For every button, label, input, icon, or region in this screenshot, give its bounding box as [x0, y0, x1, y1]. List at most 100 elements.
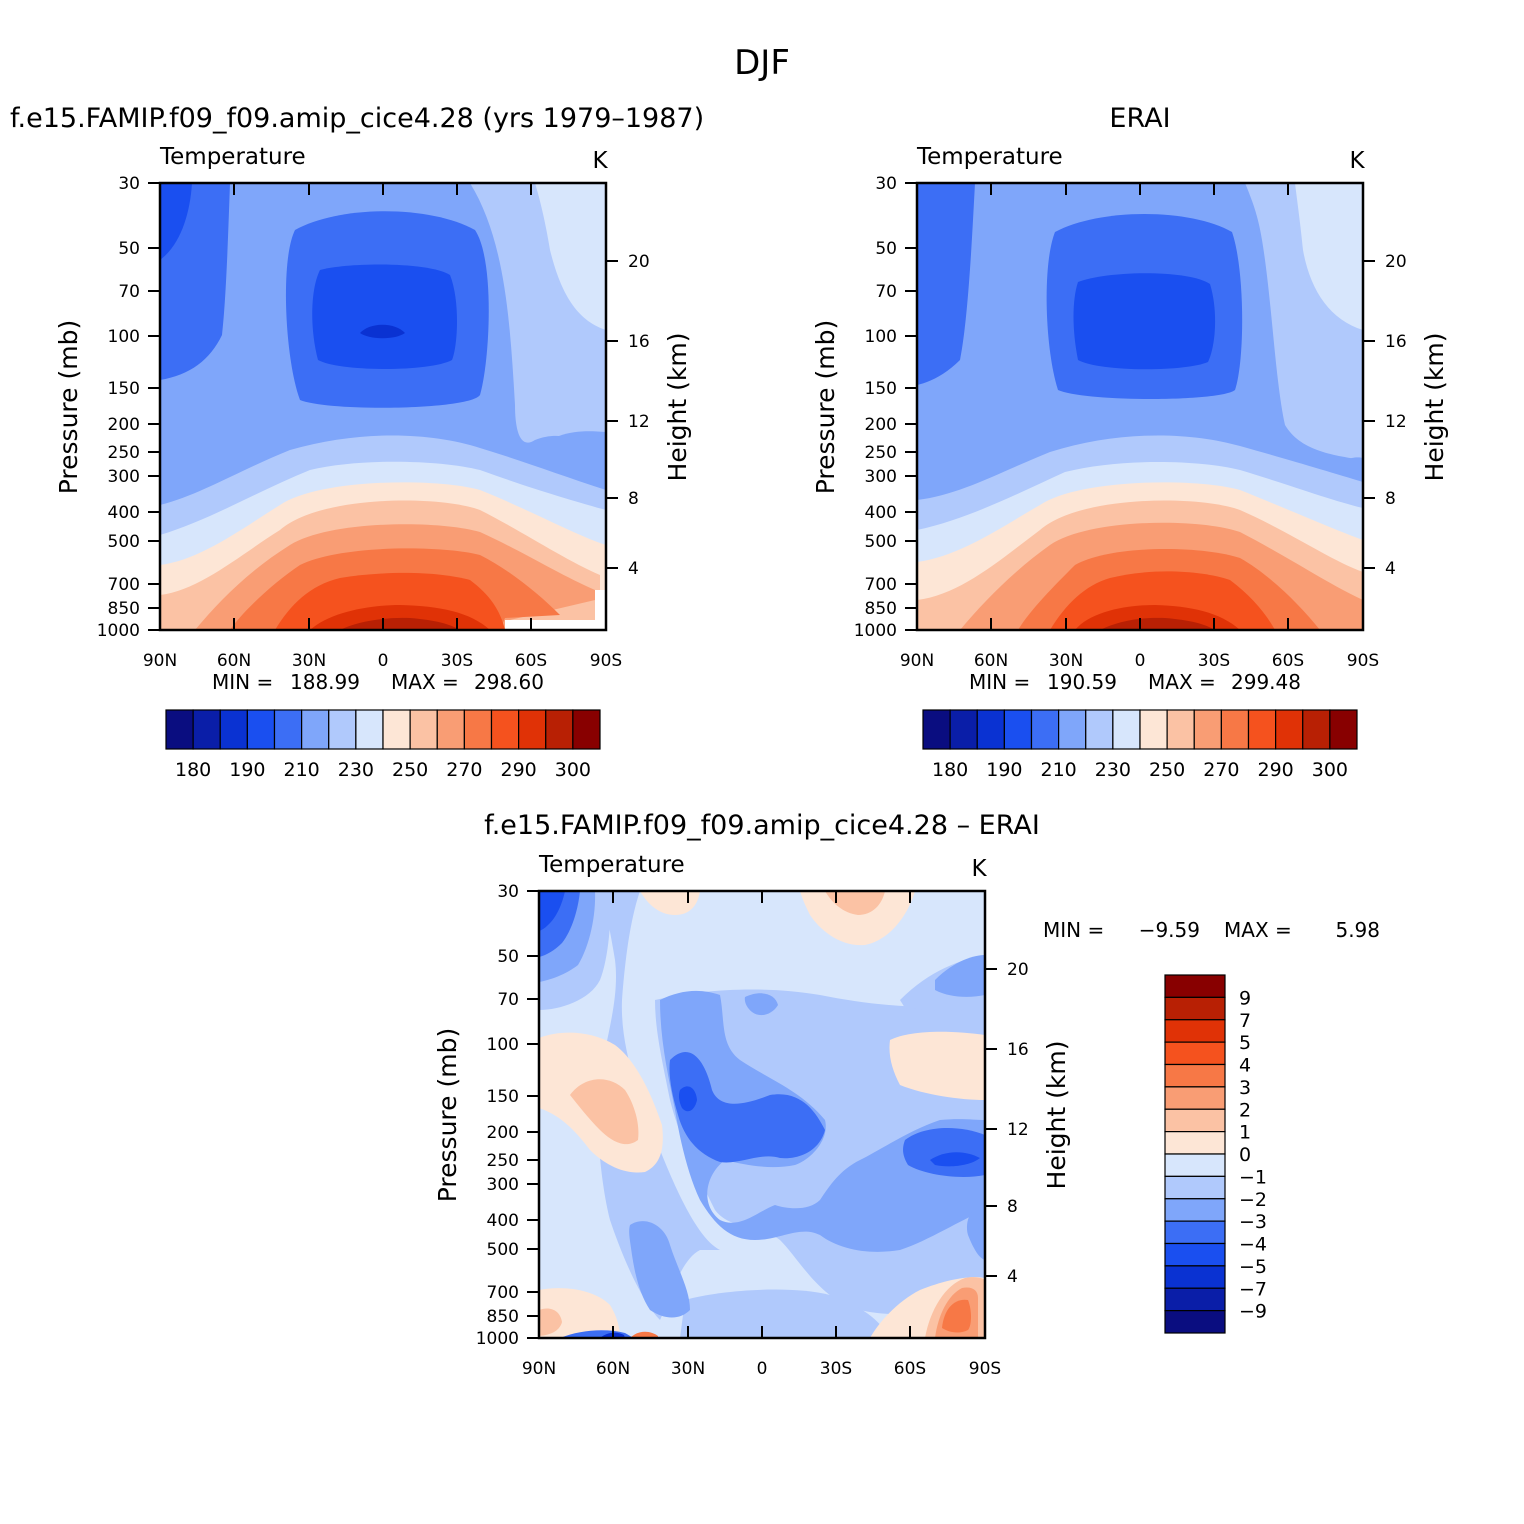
y2-axis-erai: 20 16 12 8 4 Height (km)	[1363, 252, 1449, 579]
colorbar-swatch	[1003, 709, 1033, 750]
colorbar-swatch	[1164, 1041, 1226, 1066]
x-axis-diff: 90N 60N 30N 0 30S 60S 90S	[522, 891, 1001, 1379]
y2-tick-label: 8	[628, 489, 639, 509]
colorbar-swatch	[165, 709, 194, 750]
colorbar-swatch	[1166, 709, 1195, 750]
colorbar-label: 0	[1239, 1144, 1251, 1166]
contour-field-diff	[539, 891, 985, 1338]
colorbar-label: 250	[1149, 759, 1185, 781]
colorbar-label: 7	[1239, 1010, 1251, 1032]
colorbar-swatch	[1164, 1086, 1226, 1110]
y-tick-label: 500	[487, 1240, 519, 1260]
colorbar-swatch	[192, 709, 221, 750]
colorbar-swatch	[301, 709, 330, 750]
panel-diff: f.e15.FAMIP.f09_f09.amip_cice4.28 – ERAI…	[433, 810, 1380, 1379]
y-tick-label: 250	[865, 443, 897, 463]
y-axis-model: 30 50 70 100 150 200 250 300 400 500 700…	[54, 174, 160, 641]
y2-tick-label: 4	[1007, 1267, 1018, 1287]
x-tick-label: 90S	[1347, 651, 1379, 671]
max-value: 5.98	[1335, 918, 1380, 942]
min-max-model: MIN = 188.99 MAX = 298.60	[212, 670, 544, 694]
contour-field-erai	[917, 183, 1363, 630]
y2-tick-label: 20	[1007, 960, 1029, 980]
colorbar-swatch	[1164, 1242, 1226, 1267]
colorbar-swatch	[1164, 1175, 1226, 1200]
x-tick-label: 30N	[671, 1359, 705, 1379]
x-tick-label: 30N	[1049, 651, 1083, 671]
colorbar-label: 210	[283, 759, 319, 781]
x-tick-label: 90S	[969, 1359, 1001, 1379]
colorbar-swatch	[246, 709, 276, 750]
y2-tick-label: 16	[1385, 332, 1407, 352]
panel-erai-variable: Temperature	[916, 144, 1063, 170]
x-tick-label: 30S	[441, 651, 473, 671]
colorbar-label: 180	[175, 759, 211, 781]
y-tick-label: 100	[865, 327, 897, 347]
y-axis-label: Pressure (mb)	[54, 320, 83, 494]
y2-tick-label: 8	[1007, 1197, 1018, 1217]
colorbar-swatch	[1058, 709, 1087, 750]
x-tick-label: 90N	[143, 651, 177, 671]
colorbar-label: 300	[1312, 759, 1348, 781]
y2-axis-model: 20 16 12 8 4 Height (km)	[606, 252, 692, 579]
colorbar-swatch	[1030, 709, 1060, 750]
colorbar-model: 180 190 210 230 250 270 290 300	[165, 709, 601, 781]
y-tick-label: 30	[118, 174, 140, 194]
y-axis-label: Pressure (mb)	[433, 1028, 462, 1202]
colorbar-label: 190	[986, 759, 1022, 781]
colorbar-swatch	[1164, 1153, 1226, 1177]
y-tick-label: 500	[108, 532, 140, 552]
colorbar-swatch	[436, 709, 465, 750]
min-label: MIN =	[969, 670, 1030, 694]
panel-model-title: f.e15.FAMIP.f09_f09.amip_cice4.28 (yrs 1…	[10, 103, 704, 134]
colorbar-label: −3	[1239, 1211, 1267, 1233]
y-axis-label: Pressure (mb)	[811, 320, 840, 494]
y2-axis-label: Height (km)	[1420, 333, 1449, 482]
y2-tick-label: 16	[1007, 1040, 1029, 1060]
y-tick-label: 70	[875, 282, 897, 302]
colorbar-swatch	[1275, 709, 1304, 750]
colorbar-swatch	[219, 709, 248, 750]
colorbar-label: −2	[1239, 1189, 1267, 1211]
y2-tick-label: 12	[1385, 412, 1407, 432]
colorbar-swatch	[328, 709, 357, 750]
min-value: −9.59	[1139, 918, 1200, 942]
max-value: 299.48	[1231, 670, 1301, 694]
colorbar-swatch	[409, 709, 438, 750]
colorbar-erai: 180 190 210 230 250 270 290 300	[922, 709, 1358, 781]
y-tick-label: 150	[487, 1087, 519, 1107]
colorbar-label: 5	[1239, 1032, 1251, 1054]
page-title: DJF	[734, 43, 790, 83]
colorbar-swatch	[1193, 709, 1222, 750]
max-value: 298.60	[474, 670, 544, 694]
panel-model-units: K	[592, 148, 608, 174]
colorbar-swatch	[518, 709, 547, 750]
colorbar-swatch	[355, 709, 384, 750]
y2-axis-label: Height (km)	[1042, 1041, 1071, 1190]
y-tick-label: 300	[865, 467, 897, 487]
colorbar-swatch	[1164, 1265, 1226, 1289]
y-tick-label: 700	[865, 575, 897, 595]
panel-erai-title: ERAI	[1109, 103, 1170, 134]
y-tick-label: 250	[487, 1151, 519, 1171]
y2-tick-label: 4	[1385, 559, 1396, 579]
colorbar-swatch	[1247, 709, 1277, 750]
y-tick-label: 70	[497, 990, 519, 1010]
colorbar-swatch	[273, 709, 303, 750]
y-tick-label: 700	[108, 575, 140, 595]
y-tick-label: 70	[118, 282, 140, 302]
x-tick-label: 0	[378, 651, 389, 671]
y-tick-label: 850	[865, 599, 897, 619]
x-axis-erai: 90N 60N 30N 0 30S 60S 90S	[900, 183, 1379, 671]
min-label: MIN =	[1043, 918, 1104, 942]
panel-diff-units: K	[971, 856, 987, 882]
panel-diff-title: f.e15.FAMIP.f09_f09.amip_cice4.28 – ERAI	[484, 810, 1040, 841]
y-tick-label: 100	[487, 1035, 519, 1055]
x-tick-label: 0	[1135, 651, 1146, 671]
colorbar-label: 190	[229, 759, 265, 781]
y-tick-label: 850	[108, 599, 140, 619]
y-tick-label: 300	[108, 467, 140, 487]
y-tick-label: 150	[108, 379, 140, 399]
panel-model-variable: Temperature	[159, 144, 306, 170]
